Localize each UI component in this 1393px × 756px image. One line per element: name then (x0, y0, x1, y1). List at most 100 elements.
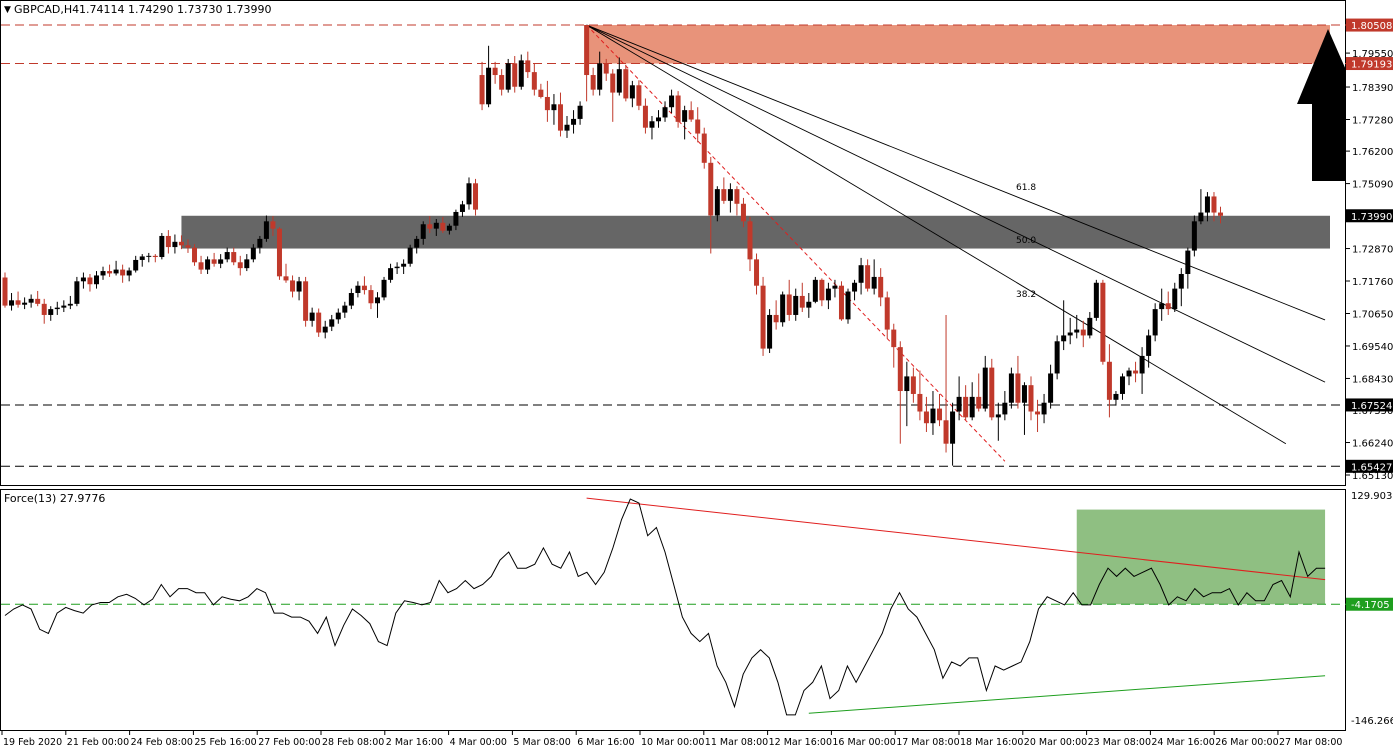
price-tick-label: 1.79550 (1352, 49, 1393, 60)
candle-body (1067, 332, 1073, 336)
candle-body (466, 183, 472, 205)
price-tick-label: 1.70650 (1352, 309, 1393, 320)
candle-body (884, 297, 890, 330)
candle-body (616, 69, 622, 93)
candle-body (433, 222, 439, 229)
candle-body (381, 279, 387, 298)
price-label-tag (1346, 57, 1393, 71)
candle-body (407, 247, 413, 264)
candle-body (1035, 411, 1041, 415)
candle-body (165, 235, 171, 248)
candle-body (250, 247, 256, 260)
time-tick-label: 24 Mar 16:00 (1151, 737, 1214, 748)
candle-body (9, 300, 15, 306)
candle-body (276, 228, 282, 277)
candle-body (989, 367, 995, 418)
candle-body (584, 25, 590, 76)
candle-body (499, 75, 505, 90)
candle-body (1087, 317, 1093, 336)
candle-body (917, 393, 923, 412)
candle-body (401, 263, 407, 267)
time-tick-label: 12 Mar 16:00 (769, 737, 832, 748)
collapse-arrow-icon[interactable]: ▼ (4, 5, 11, 15)
candle-body (1185, 250, 1191, 274)
candle-body (1204, 196, 1210, 213)
force-level-text: -4.1705 (1351, 600, 1390, 611)
candle-body (224, 252, 230, 260)
force-tick-label: 129.9036 (1351, 491, 1393, 502)
candle-body (564, 124, 570, 131)
candle-body (453, 211, 459, 226)
candle-body (531, 72, 537, 90)
candle-body (80, 277, 86, 282)
candle-body (1100, 282, 1106, 362)
candle-body (192, 247, 198, 263)
candle-body (420, 224, 426, 239)
price-label-text: 1.67524 (1351, 401, 1392, 412)
candle-body (571, 118, 577, 125)
candle-body (93, 275, 99, 285)
up-arrow-icon (1297, 29, 1361, 181)
candle-body (355, 285, 361, 294)
candle-body (629, 85, 635, 99)
candle-body (832, 285, 838, 289)
candle-body (361, 285, 367, 291)
candle-body (120, 269, 126, 276)
price-tick-label: 1.68430 (1352, 374, 1393, 385)
candle-body (159, 235, 165, 258)
candle-body (1008, 373, 1014, 403)
fib-fan-line-50-0 (586, 24, 1326, 383)
time-tick-label: 27 Feb 00:00 (258, 737, 320, 748)
candle-body (518, 60, 524, 87)
price-tick-label: 1.67350 (1352, 406, 1393, 417)
candle-body (100, 271, 106, 276)
candle-body (374, 297, 380, 304)
candle-body (995, 414, 1001, 418)
time-tick-label: 24 Feb 08:00 (131, 737, 193, 748)
candle-body (1165, 303, 1171, 310)
candle-body (525, 60, 531, 73)
candle-body (512, 63, 518, 87)
candle-body (603, 63, 609, 74)
candle-body (283, 276, 289, 281)
candle-body (505, 63, 511, 90)
candle-body (257, 238, 263, 248)
candle-body (427, 224, 433, 229)
candle-body (1041, 402, 1047, 415)
candle-body (963, 396, 969, 418)
candle-body (910, 376, 916, 394)
candle-body (113, 269, 119, 274)
candle-body (656, 117, 661, 122)
candle-body (557, 104, 563, 131)
candle-body (479, 75, 485, 105)
resistance-zone (586, 25, 1330, 64)
force-level-tag (1346, 597, 1393, 611)
candle-body (1152, 309, 1158, 336)
candle-body (708, 162, 714, 216)
candle-body (838, 285, 844, 320)
time-tick-label: 18 Mar 16:00 (960, 737, 1023, 748)
candle-body (1139, 355, 1145, 374)
candle-body (388, 268, 394, 280)
candle-body (950, 411, 956, 444)
candle-body (1198, 212, 1204, 222)
candle-body (446, 225, 452, 231)
candle-body (793, 295, 799, 315)
candle-body (15, 300, 21, 305)
candle-body (904, 376, 910, 392)
candle-body (1119, 376, 1125, 394)
candle-body (348, 293, 354, 306)
candle-body (937, 408, 943, 421)
candle-body (923, 411, 929, 424)
candle-body (1146, 335, 1152, 356)
candle-body (1054, 341, 1060, 374)
candle-body (492, 67, 498, 76)
candle-body (35, 298, 41, 304)
candle-body (244, 259, 250, 269)
time-tick-label: 11 Mar 08:00 (705, 737, 768, 748)
candle-body (107, 271, 113, 274)
force-red-trendline (586, 497, 1326, 581)
time-tick-label: 6 Mar 16:00 (577, 737, 634, 748)
